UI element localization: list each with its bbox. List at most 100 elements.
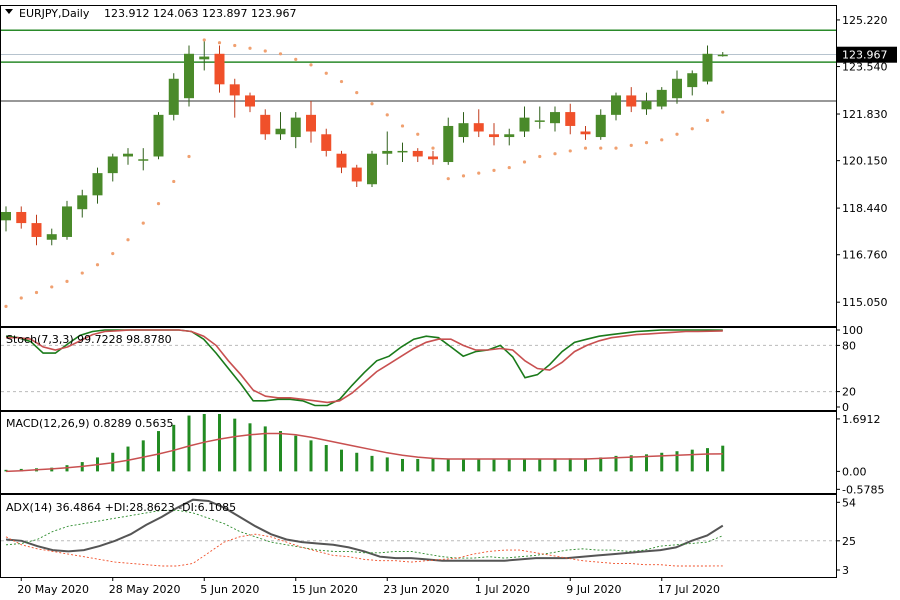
x-tick-label: 15 Jun 2020 [292,583,358,596]
parabolic-sar-dot [385,113,389,117]
candle-bearish [214,53,225,85]
candle-bullish [367,153,377,185]
macd-histogram-bar [218,414,221,472]
adx-title: ADX(14) 36.4864 +DI:28.8623 -DI:6.1085 [6,501,236,514]
macd-histogram-bar [538,458,542,472]
panel-frame-stoch [0,327,837,411]
adx-line-plusDI [5,509,723,559]
candle-bearish [473,123,484,132]
parabolic-sar-dot [80,271,84,275]
parabolic-sar-dot [294,57,298,61]
parabolic-sar-dot [538,154,542,159]
adx-tick-label: 54 [842,496,856,509]
panel-frame-macd [0,411,837,494]
candle-bullish [46,234,57,240]
panel-frame-adx [0,494,837,578]
candle-bearish [412,150,423,157]
candle-bullish [443,125,454,163]
macd-tick-label: -0.5785 [842,483,884,496]
price-tick-label: 125.220 [842,14,888,27]
candle-bullish [534,120,545,122]
macd-histogram-bar [645,454,648,472]
parabolic-sar-dot [507,165,511,170]
macd-histogram-bar [507,459,511,472]
macd-histogram-bar [492,459,496,472]
macd-tick-label: 0.00 [842,465,867,478]
candle-bullish [92,173,103,196]
candle-bullish [702,53,713,82]
parabolic-sar-dot [187,154,191,159]
parabolic-sar-dot [4,304,8,308]
parabolic-sar-dot [339,79,344,84]
parabolic-sar-dot [95,263,100,267]
candle-bullish [595,114,606,138]
stoch-tick-label: 80 [842,339,856,352]
parabolic-sar-dot [644,141,649,145]
candle-bullish [290,117,301,138]
candle-bullish [123,153,133,157]
macd-histogram-bar [584,458,587,472]
candle-bullish [168,78,179,115]
candle-bullish [717,54,728,57]
parabolic-sar-dot [553,152,557,156]
candle-bullish [641,100,652,110]
symbol-label: EURJPY,Daily [19,7,90,20]
parabolic-sar-dot [416,132,420,136]
candle-bearish [245,95,255,107]
parabolic-sar-dot [599,146,603,150]
x-tick-label: 1 Jul 2020 [475,583,530,596]
candle-bullish [62,206,72,237]
adx-tick-label: 25 [842,535,856,548]
macd-histogram-bar [248,423,252,472]
macd-histogram-bar [477,458,481,472]
stoch-tick-label: 0 [842,401,849,414]
candle-bullish [275,128,286,135]
macd-title: MACD(12,26,9) 0.8289 0.5635 [6,417,174,430]
macd-histogram-bar [721,445,725,472]
candle-bearish [31,223,42,237]
candle-bullish [1,211,11,221]
parabolic-sar-dot [614,146,618,150]
parabolic-sar-dot [400,124,405,128]
candle-bearish [260,114,271,135]
candle-bullish [153,114,164,157]
parabolic-sar-dot [568,149,572,153]
macd-histogram-bar [172,424,176,472]
parabolic-sar-dot [126,238,130,242]
stoch-title: Stoch(7,3,3) 99.7228 98.8780 [6,333,172,346]
parabolic-sar-dot [263,49,267,53]
candle-bearish [565,112,576,126]
adx-line-minusDI [5,533,723,567]
parabolic-sar-dot [141,221,145,225]
last-price-label: 123.967 [842,49,888,62]
macd-histogram-bar [187,415,191,472]
parabolic-sar-dot [278,52,283,56]
candle-bearish [321,134,332,151]
candle-bearish [16,211,27,224]
candle-bullish [672,78,682,99]
x-tick-label: 5 Jun 2020 [200,583,259,596]
candle-bullish [504,134,515,138]
last-price-box [837,46,897,63]
parabolic-sar-dot [172,179,176,184]
adx-tick-label: 3 [842,564,849,577]
parabolic-sar-dot [705,118,710,123]
macd-histogram-bar [660,452,664,472]
parabolic-sar-dot [19,296,23,300]
parabolic-sar-dot [248,46,252,50]
stoch-line-signal [6,329,723,404]
macd-histogram-bar [126,446,130,472]
macd-histogram-bar [233,418,237,472]
macd-signal-line [5,432,723,473]
stoch-tick-label: 100 [842,324,863,337]
candle-bearish [229,84,240,96]
candle-bearish [580,131,591,135]
candle-bearish [626,95,637,107]
macd-histogram-bar [629,455,633,472]
parabolic-sar-dot [522,160,527,164]
parabolic-sar-dot [721,110,725,114]
parabolic-sar-dot [660,138,664,142]
macd-histogram-bar [141,440,145,472]
ohlc-header: 123.912 124.063 123.897 123.967 [104,7,296,20]
